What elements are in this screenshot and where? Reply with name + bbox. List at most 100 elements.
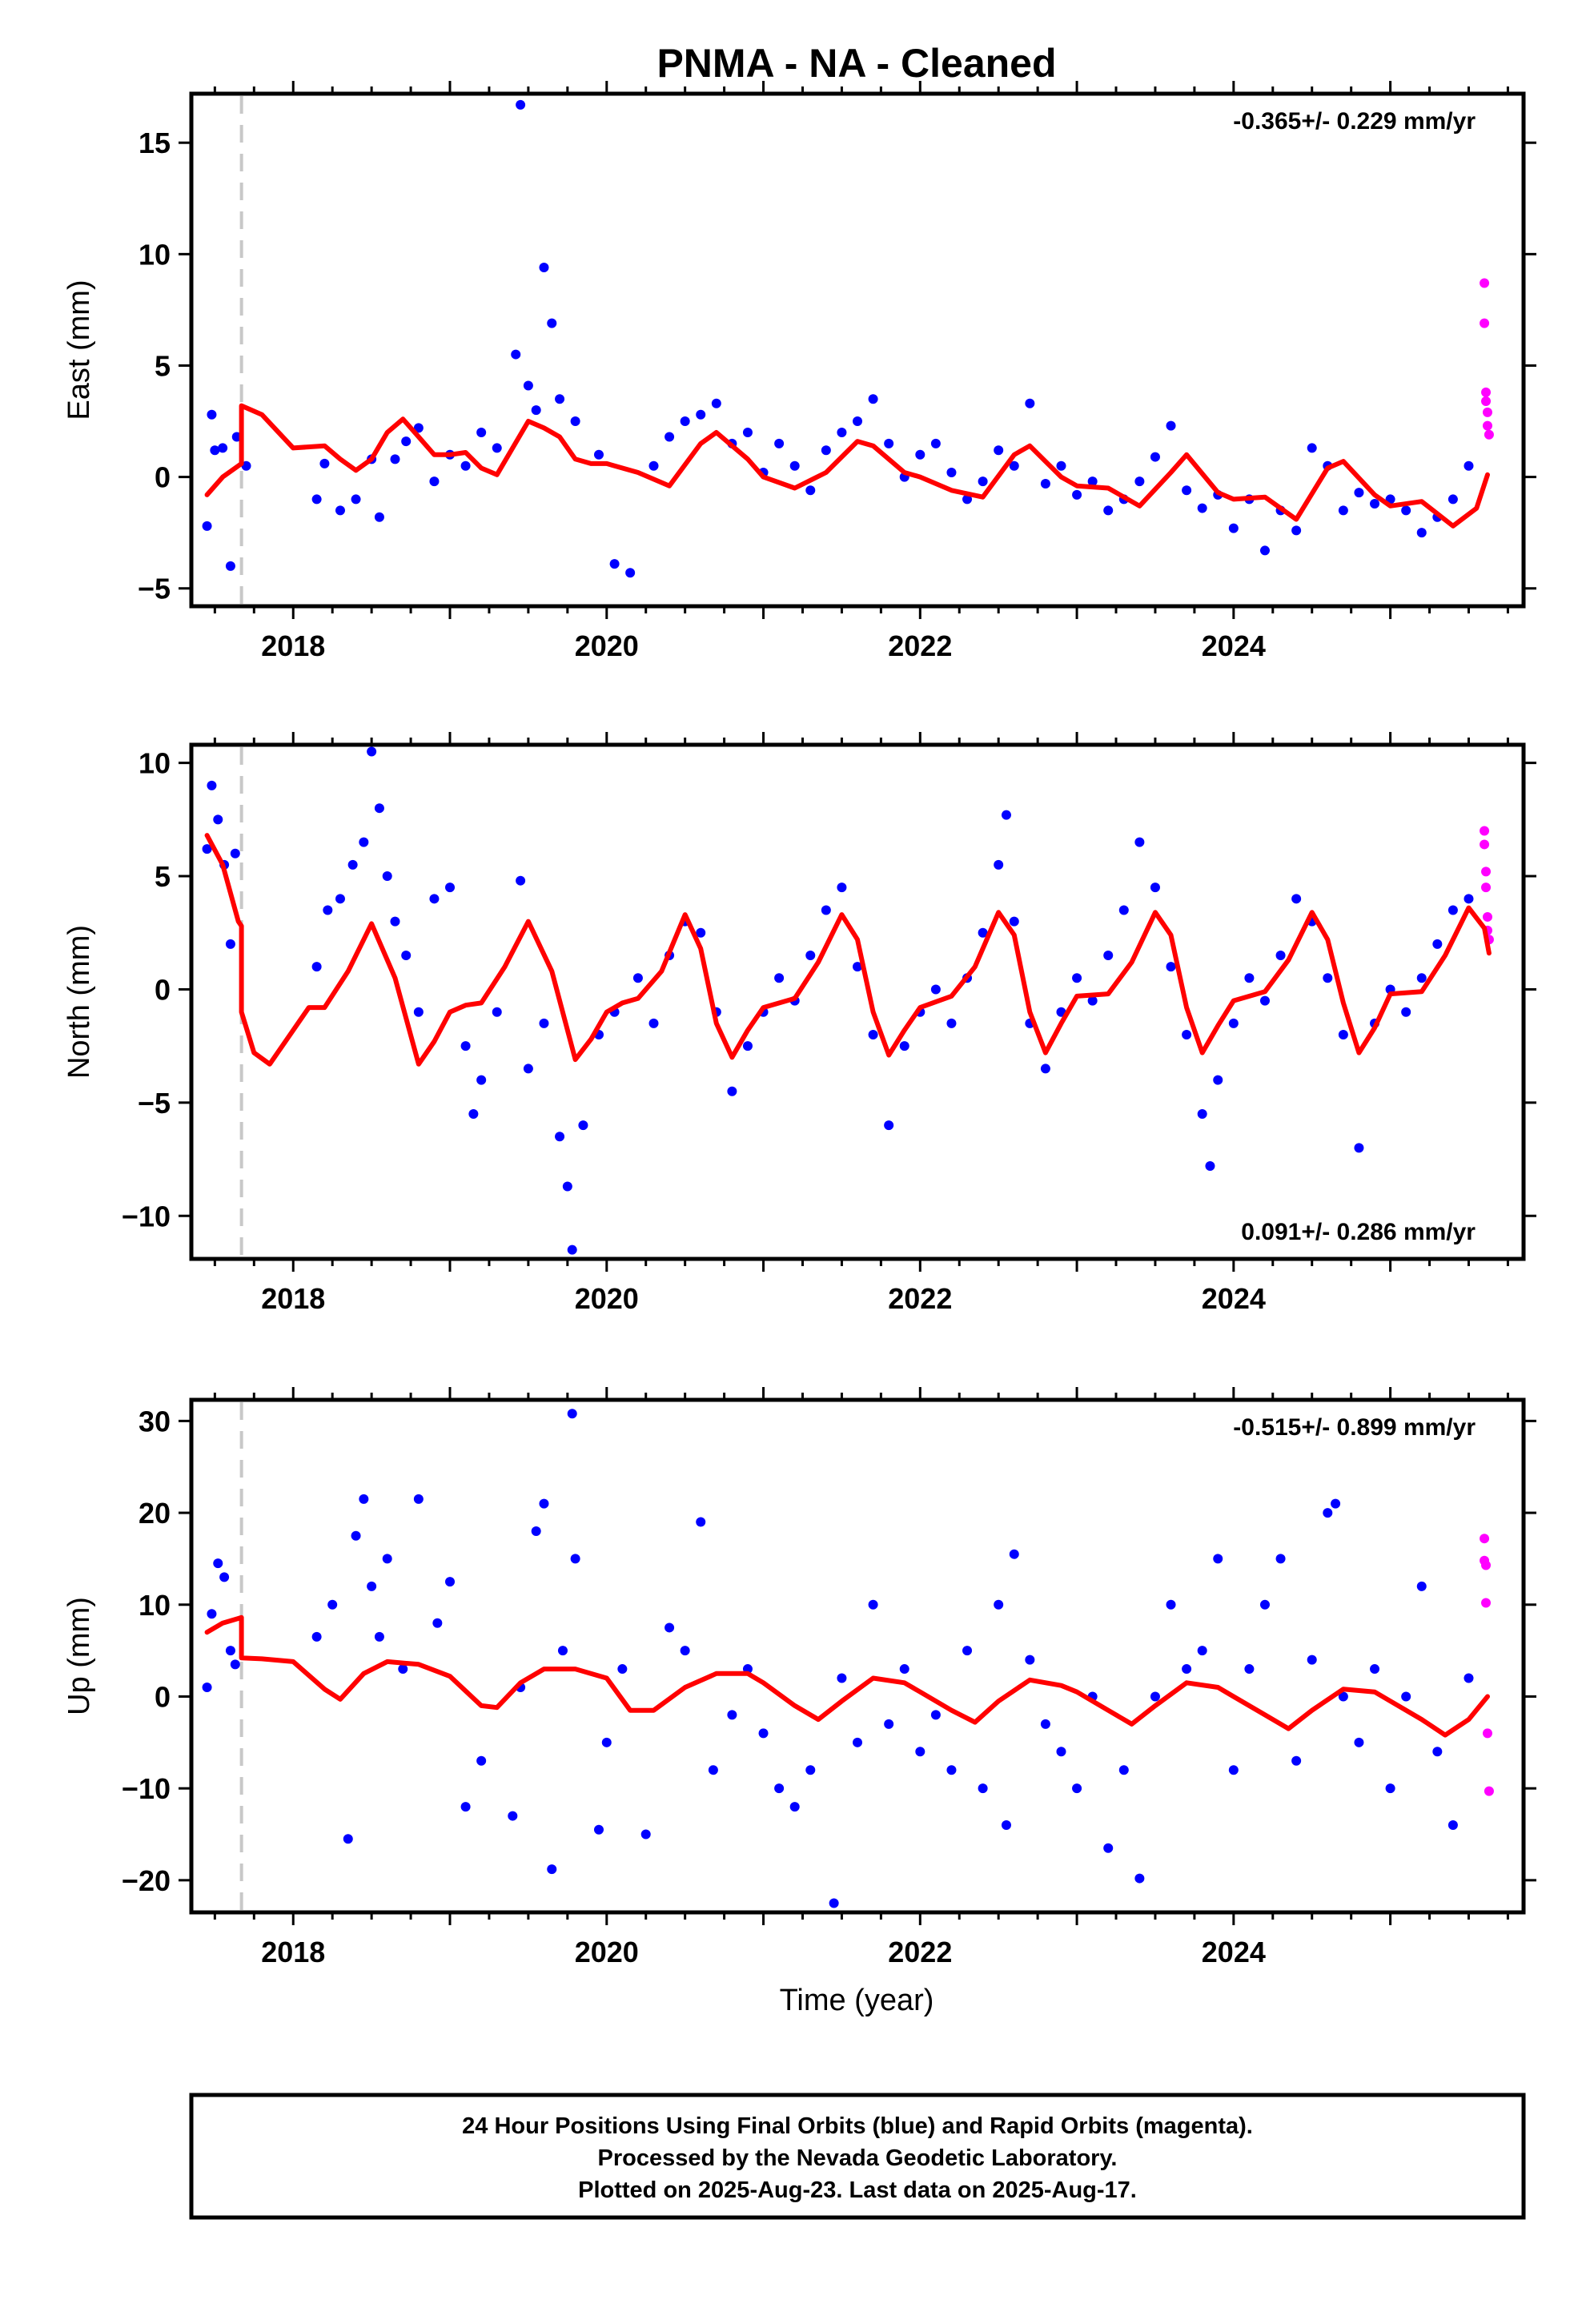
final-point [868,394,878,404]
final-point [1447,1820,1458,1831]
x-tick-label: 2020 [575,1936,639,1968]
final-point [978,476,988,487]
final-point [821,905,831,915]
final-point [680,416,690,427]
final-point [1134,476,1145,487]
final-point [1197,503,1207,513]
final-point [994,859,1004,870]
final-point [432,1618,443,1628]
final-point [311,962,322,972]
final-point [1197,1646,1207,1656]
final-point [445,883,456,893]
final-point [1040,1063,1050,1074]
model-fit-line [204,1614,1490,1738]
final-point [567,1409,577,1419]
final-point [1228,523,1239,533]
final-point [1182,1030,1192,1040]
final-point [696,1517,706,1527]
final-point [374,1631,384,1642]
final-point [1447,905,1458,915]
final-point [1150,1691,1160,1702]
final-point [567,1244,577,1255]
rapid-point [1484,1786,1494,1796]
x-tick-label: 2020 [575,629,639,662]
final-point [213,814,223,825]
final-point [648,460,659,471]
final-point [570,1554,580,1564]
y-axis-label: North (mm) [62,925,96,1079]
final-point [555,394,565,404]
final-point [821,445,831,456]
final-point [390,454,400,464]
final-point [884,1120,894,1131]
final-point [1259,545,1270,556]
final-point [202,844,212,854]
panel-frame [189,742,1526,1261]
final-point [218,443,228,453]
footer-box: 24 Hour Positions Using Final Orbits (bl… [189,2093,1526,2220]
final-point [539,1498,549,1509]
final-point [351,1530,361,1541]
final-point [359,837,369,847]
final-point [1432,939,1443,949]
final-point [837,1673,847,1683]
rapid-point [1481,883,1492,893]
final-point [508,1811,518,1821]
final-point [210,445,220,456]
y-tick-label: 0 [155,973,171,1006]
y-tick-label: 30 [139,1405,171,1437]
final-point [401,951,412,961]
final-point [570,416,580,427]
final-point [1166,1599,1176,1610]
final-point [367,746,377,757]
final-point [1323,1508,1333,1518]
final-point [398,1664,408,1675]
final-point [1291,1755,1302,1766]
final-point [884,1719,894,1729]
final-point [774,438,785,448]
final-point [492,1007,502,1017]
final-point [202,1682,212,1692]
model-fit-line [204,403,1490,529]
final-point [539,1018,549,1028]
final-point [837,427,847,437]
final-point [225,1646,235,1656]
plot-area [202,99,1494,578]
rapid-point [1480,826,1490,836]
final-point [915,1747,926,1757]
final-point [213,1558,223,1569]
final-point [1464,460,1474,471]
final-point [1307,443,1317,453]
final-point [311,494,322,505]
footer-frame [189,2093,1526,2220]
y-tick-label: −20 [122,1864,171,1897]
final-point [978,1783,988,1794]
final-point [516,99,526,110]
final-point [868,1599,878,1610]
final-point [516,875,526,886]
rate-annotation: 0.091+/- 0.286 mm/yr [1241,1219,1476,1245]
final-point [547,1864,557,1875]
final-point [696,409,706,420]
final-point [1385,1783,1395,1794]
final-point [476,427,487,437]
final-point [335,894,345,904]
final-point [899,1041,909,1051]
final-point [1244,1664,1255,1675]
final-point [1354,1143,1364,1153]
final-point [1150,452,1160,462]
final-point [829,1898,839,1908]
final-point [311,1631,322,1642]
final-point [1354,488,1364,498]
final-point [1323,973,1333,983]
final-point [476,1755,487,1766]
final-point [994,445,1004,456]
final-point [225,939,235,949]
final-point [632,973,643,983]
final-point [429,476,440,487]
final-point [805,485,816,496]
plot-area [202,746,1494,1255]
final-point [523,380,533,391]
final-point [1087,995,1098,1006]
final-point [230,848,240,858]
